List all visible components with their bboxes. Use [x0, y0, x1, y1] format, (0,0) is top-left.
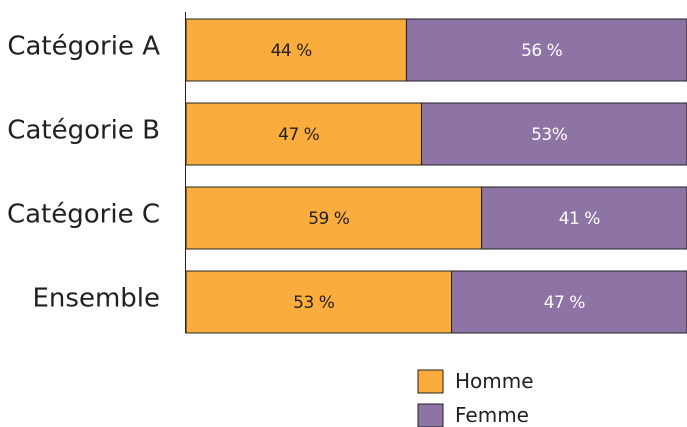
- bar-segment-homme: [185, 186, 483, 250]
- bar-segment-femme: [481, 186, 687, 250]
- data-label-homme: 59 %: [308, 209, 350, 229]
- data-label-homme: 53 %: [293, 293, 335, 313]
- legend-label-homme: Homme: [455, 369, 534, 393]
- bar-segment-femme: [420, 102, 687, 166]
- data-label-femme: 56 %: [521, 41, 563, 61]
- data-label-femme: 53%: [531, 125, 568, 145]
- bar-segment-homme: [185, 102, 422, 166]
- data-label-homme: 44 %: [271, 41, 313, 61]
- bar-segment-homme: [185, 270, 453, 334]
- category-label: Catégorie B: [7, 116, 160, 146]
- category-label: Catégorie A: [7, 32, 160, 62]
- labels-layer: Catégorie A 44 % 56 % Catégorie B 47 % 53% Cat…: [7, 32, 601, 314]
- legend-label-femme: Femme: [455, 403, 529, 427]
- legend: Homme Femme: [417, 369, 534, 427]
- data-label-femme: 41 %: [559, 209, 601, 229]
- legend-swatch-homme: [417, 369, 444, 394]
- category-label: Ensemble: [33, 284, 161, 314]
- category-label: Catégorie C: [7, 200, 160, 230]
- bar-segment-homme: [185, 18, 407, 82]
- bar-segment-femme: [405, 18, 687, 82]
- bar-segment-femme: [451, 270, 687, 334]
- data-label-homme: 47 %: [278, 125, 320, 145]
- legend-swatch-femme: [417, 403, 444, 427]
- bars-layer: [185, 18, 687, 334]
- data-label-femme: 47 %: [544, 293, 586, 313]
